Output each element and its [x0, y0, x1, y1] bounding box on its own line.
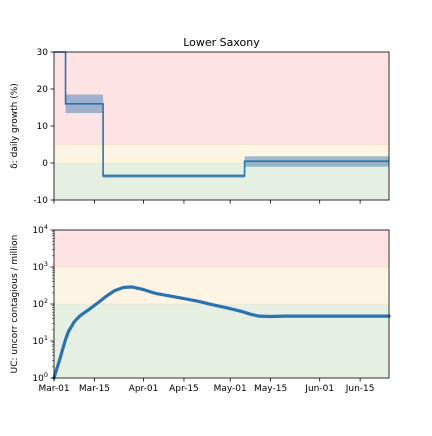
xtick-label-3: Apr-15	[169, 384, 199, 394]
growth-ytick-label-4: 30	[37, 48, 49, 58]
growth-y-axis-label: δ: daily growth (%)	[10, 83, 20, 169]
xtick-label-6: Jun-01	[304, 384, 334, 394]
xtick-label-1: Mar-15	[79, 384, 110, 394]
growth-panel: -10 0 10 20 30 Lower Saxony δ: daily growth …	[10, 36, 389, 206]
xtick-label-0: Mar-01	[38, 384, 69, 394]
xtick-label-7: Jun-15	[345, 384, 375, 394]
xtick-label-4: May-01	[214, 384, 247, 394]
growth-ytick-label-1: 0	[42, 159, 48, 169]
growth-ytick-label-3: 20	[37, 85, 49, 95]
xtick-label-5: May-15	[254, 384, 287, 394]
contagious-band-2	[54, 230, 389, 267]
contagious-y-axis-label: UC: uncorr contagious / million	[10, 235, 20, 374]
growth-band-0	[54, 163, 389, 200]
xtick-label-2: Apr-01	[129, 384, 159, 394]
growth-ytick-label-2: 10	[37, 122, 49, 132]
growth-band-2	[54, 52, 389, 145]
growth-title: Lower Saxony	[183, 36, 260, 49]
growth-ytick-label-0: -10	[33, 196, 48, 206]
